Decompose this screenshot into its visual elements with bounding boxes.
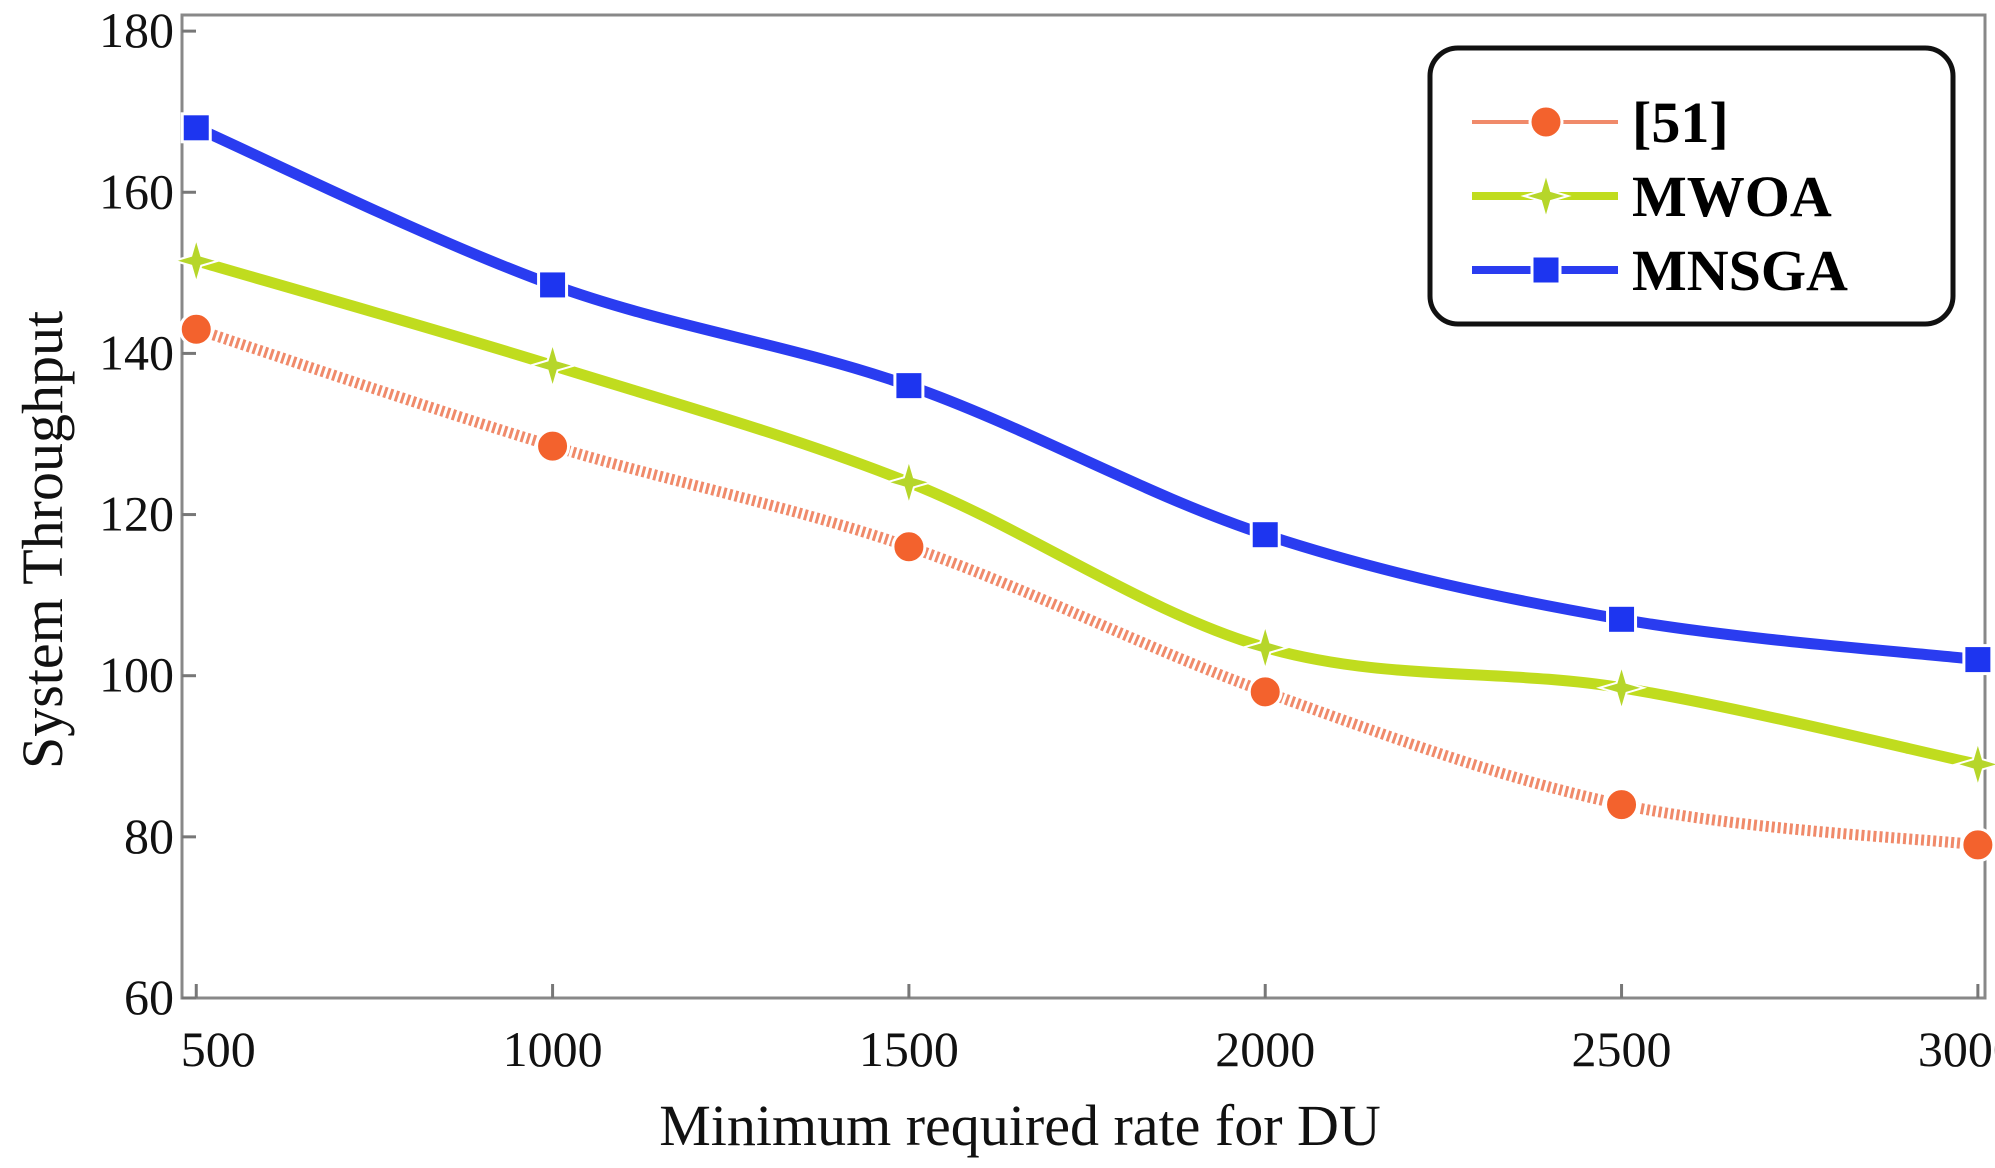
legend-item-51: [51] <box>1472 90 1729 155</box>
y-axis-ticks: 60 80 100 120 140 160 180 <box>99 2 196 1025</box>
plot-frame <box>180 13 1987 1000</box>
y-tick-label: 100 <box>99 647 174 703</box>
x-tick-label: 2500 <box>1572 1021 1672 1077</box>
y-tick-label: 80 <box>124 808 174 864</box>
series-layer <box>170 112 1995 863</box>
series-line-51 <box>194 324 1979 851</box>
data-point-mwoa <box>1952 738 1995 790</box>
legend-label-51: [51] <box>1632 90 1729 155</box>
data-point-mnsga <box>1249 519 1281 551</box>
y-tick-label: 140 <box>99 324 174 380</box>
data-point-51 <box>1604 787 1640 823</box>
plot-border <box>180 13 1987 1000</box>
data-point-mnsga <box>537 269 569 301</box>
data-point-51 <box>891 529 927 565</box>
series-mnsga <box>180 112 1994 676</box>
x-tick-label: 2000 <box>1215 1021 1315 1077</box>
data-point-mwoa <box>883 456 935 508</box>
legend-marker-mwoa <box>1520 170 1572 222</box>
legend: [51] MWOA MNSGA <box>1427 45 1956 327</box>
y-tick-label: 180 <box>99 2 174 58</box>
legend-label-mnsga: MNSGA <box>1632 238 1848 303</box>
data-point-51 <box>1960 827 1995 863</box>
data-point-mwoa <box>527 339 579 392</box>
y-tick-label: 60 <box>124 969 174 1025</box>
data-point-mnsga <box>1606 603 1638 635</box>
legend-marker-mnsga <box>1530 254 1562 286</box>
data-point-mwoa <box>1239 621 1291 674</box>
series-line-mnsga <box>194 122 1979 666</box>
legend-item-mnsga: MNSGA <box>1472 238 1848 303</box>
y-axis-title: System Throughput <box>10 311 75 769</box>
data-point-mwoa <box>170 235 222 287</box>
legend-label-mwoa: MWOA <box>1632 164 1832 229</box>
legend-marker-51 <box>1528 104 1564 140</box>
y-tick-label: 160 <box>99 163 174 219</box>
series-line-mwoa <box>194 255 1980 770</box>
x-axis-title: Minimum required rate for DU <box>659 1093 1381 1158</box>
data-point-51 <box>535 428 571 464</box>
data-point-mnsga <box>1962 644 1994 676</box>
data-point-mnsga <box>180 112 212 144</box>
data-point-mnsga <box>893 370 925 402</box>
series-51 <box>178 311 1995 863</box>
x-tick-label: 1500 <box>859 1021 959 1077</box>
x-tick-label: 3000 <box>1918 1021 1995 1077</box>
y-tick-label: 120 <box>99 486 174 542</box>
data-point-51 <box>178 311 214 347</box>
x-axis-ticks: 500 1000 1500 2000 2500 3000 <box>181 984 1995 1077</box>
series-mwoa <box>170 235 1995 790</box>
x-tick-label: 1000 <box>503 1021 603 1077</box>
data-point-51 <box>1247 674 1283 710</box>
x-tick-label: 500 <box>181 1021 256 1077</box>
legend-item-mwoa: MWOA <box>1472 164 1832 229</box>
data-point-mwoa <box>1595 662 1648 714</box>
